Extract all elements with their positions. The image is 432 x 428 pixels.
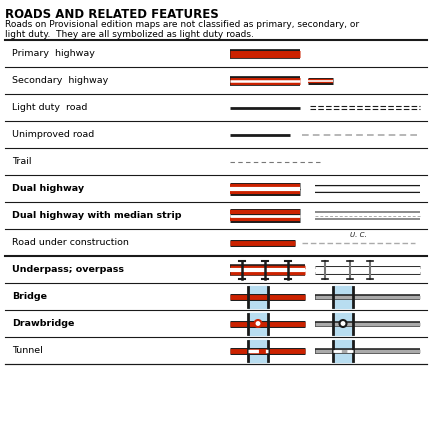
Circle shape bbox=[254, 320, 261, 327]
Text: Unimproved road: Unimproved road bbox=[12, 130, 94, 139]
Bar bbox=[248, 312, 268, 335]
Text: Bridge: Bridge bbox=[12, 292, 47, 301]
Bar bbox=[333, 285, 353, 307]
Text: Dual highway with median strip: Dual highway with median strip bbox=[12, 211, 181, 220]
Text: Roads on Provisional edition maps are not classified as primary, secondary, or
l: Roads on Provisional edition maps are no… bbox=[5, 20, 359, 39]
Text: U. C.: U. C. bbox=[350, 232, 367, 238]
Bar bbox=[248, 339, 268, 362]
Text: Tunnel: Tunnel bbox=[12, 346, 43, 355]
Bar bbox=[333, 339, 353, 362]
Text: Dual highway: Dual highway bbox=[12, 184, 84, 193]
Bar bbox=[333, 312, 353, 335]
Text: Light duty  road: Light duty road bbox=[12, 103, 87, 112]
Text: Trail: Trail bbox=[12, 157, 32, 166]
Text: Primary  highway: Primary highway bbox=[12, 49, 95, 58]
Text: Drawbridge: Drawbridge bbox=[12, 319, 74, 328]
Circle shape bbox=[340, 320, 346, 327]
Text: Road under construction: Road under construction bbox=[12, 238, 129, 247]
Text: Underpass; overpass: Underpass; overpass bbox=[12, 265, 124, 274]
Text: ROADS AND RELATED FEATURES: ROADS AND RELATED FEATURES bbox=[5, 8, 219, 21]
Text: Secondary  highway: Secondary highway bbox=[12, 76, 108, 85]
Bar bbox=[248, 285, 268, 307]
